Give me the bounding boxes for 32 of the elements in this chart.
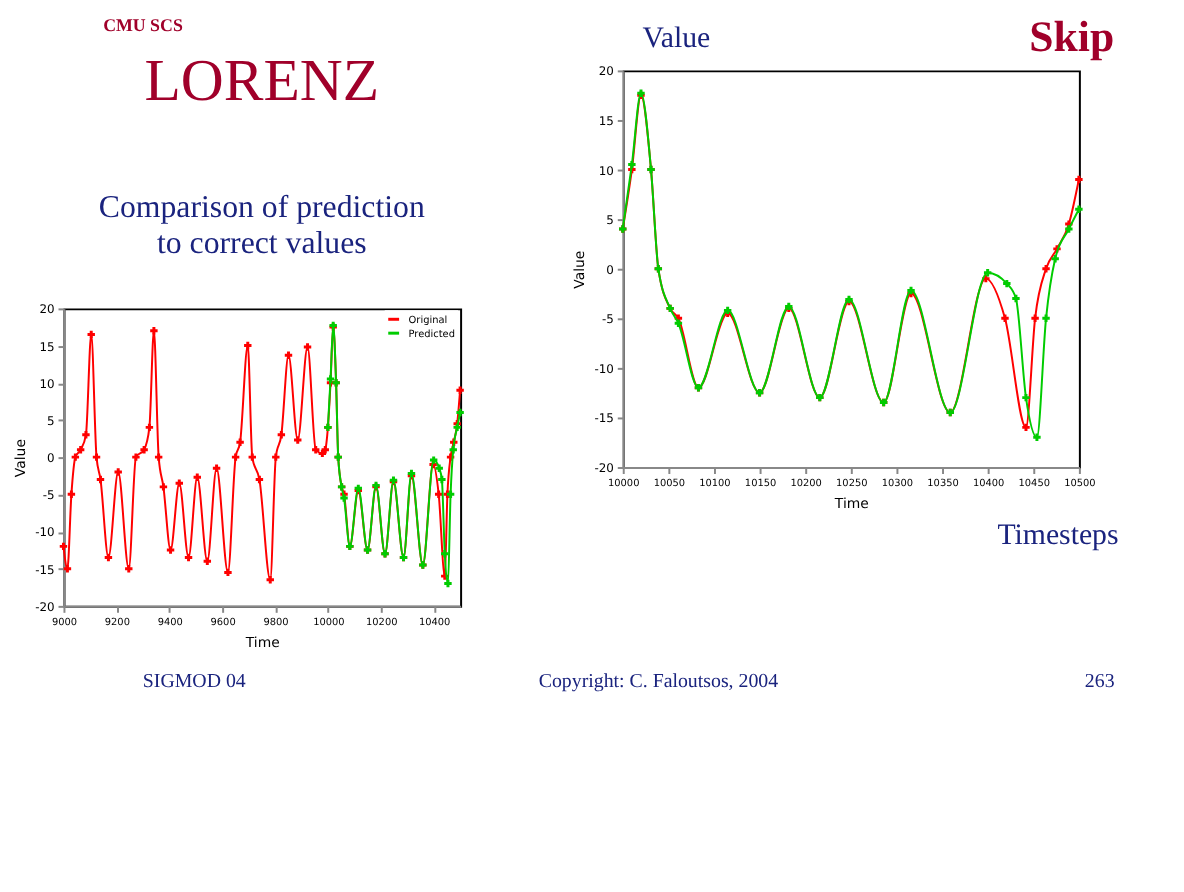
point xyxy=(1065,225,1073,233)
text: SIGMOD 04 xyxy=(142,671,246,694)
point xyxy=(1012,294,1020,303)
point xyxy=(1075,175,1083,184)
point xyxy=(449,445,457,454)
point xyxy=(1022,393,1030,402)
text: Skip xyxy=(1029,12,1115,61)
point xyxy=(1042,265,1050,273)
point xyxy=(1001,314,1009,322)
point xyxy=(456,408,464,417)
text: CMU SCS xyxy=(103,14,183,35)
text: Copyright: C. Faloutsos, 2004 xyxy=(538,671,779,694)
text: Value xyxy=(642,22,712,55)
point xyxy=(441,550,449,558)
point xyxy=(438,475,446,484)
point xyxy=(1003,279,1011,288)
chart-title: LORENZ xyxy=(144,48,380,115)
point xyxy=(1033,433,1041,441)
point xyxy=(628,160,636,169)
point xyxy=(1051,255,1059,263)
text: 263 xyxy=(1084,671,1115,694)
point xyxy=(1042,314,1050,322)
point xyxy=(983,268,992,277)
point xyxy=(674,319,683,327)
point xyxy=(1022,423,1030,432)
point xyxy=(435,464,443,472)
point xyxy=(1075,205,1083,213)
point xyxy=(444,579,452,588)
point xyxy=(429,456,438,464)
text: Timesteps xyxy=(997,520,1119,553)
point xyxy=(1031,314,1039,322)
chart-subtitle: Comparison of prediction to correct values xyxy=(98,191,425,261)
